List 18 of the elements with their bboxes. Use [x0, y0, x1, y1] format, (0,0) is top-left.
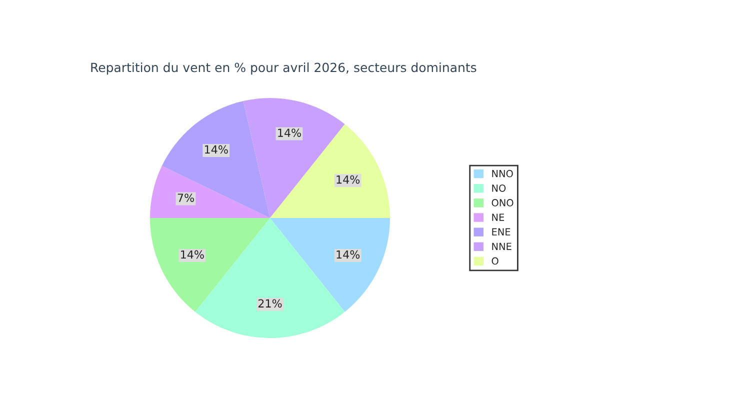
legend-label: NO: [492, 184, 506, 192]
legend-label: NNO: [492, 170, 513, 178]
legend-label: ONO: [492, 199, 514, 206]
legend-label: ENE: [492, 228, 510, 236]
pie-slice: [150, 166, 270, 218]
data-label: 14%: [336, 175, 360, 184]
data-label: 14%: [181, 250, 204, 259]
legend-label: NNE: [492, 242, 512, 250]
data-label: 14%: [205, 145, 228, 154]
data-label: 7%: [178, 194, 194, 202]
data-label: 14%: [336, 250, 360, 259]
chart-title: Repartition du vent en % pour avril 2026, secteurs dominants: [91, 62, 476, 75]
pie-slice: [162, 101, 270, 218]
data-label: 21%: [258, 299, 282, 308]
pie-slice: [270, 124, 390, 218]
data-label: 14%: [278, 128, 301, 137]
legend-label: O: [492, 257, 498, 265]
legend-label: NE: [492, 214, 504, 221]
